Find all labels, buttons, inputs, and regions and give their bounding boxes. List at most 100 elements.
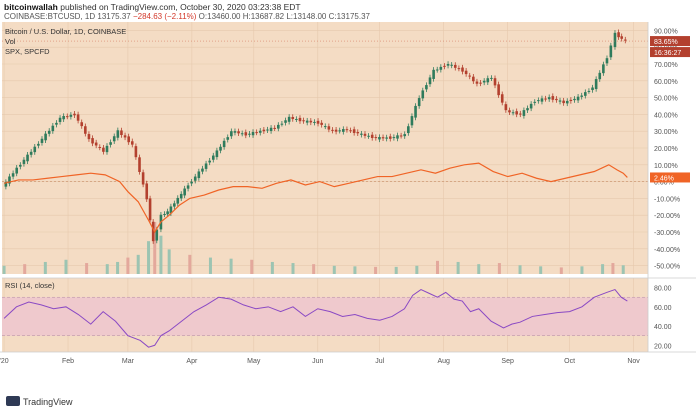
candle (173, 203, 176, 207)
spx-legend: SPX, SPCFD (5, 47, 50, 56)
y-tick-label: 50.00% (654, 96, 678, 103)
candle (381, 137, 385, 139)
candle (302, 120, 305, 122)
candle (145, 183, 149, 200)
candle (417, 98, 421, 107)
candle (425, 85, 428, 90)
spx-label: 2.46% (654, 175, 674, 182)
x-tick-label: '20 (0, 358, 9, 365)
candle (349, 130, 352, 132)
candle (29, 151, 33, 155)
candle (201, 168, 204, 172)
rsi-tick-label: 40.00 (654, 324, 672, 331)
candle (323, 126, 327, 128)
y-tick-label: -10.00% (654, 196, 680, 203)
candle (316, 120, 320, 124)
volume-bar (270, 261, 274, 274)
candle (620, 36, 623, 39)
candle (500, 94, 504, 103)
candle (233, 131, 237, 133)
tradingview-logo[interactable]: TradingView (6, 396, 73, 407)
candle (396, 135, 399, 139)
candle (248, 133, 251, 135)
chart-title: Bitcoin / U.S. Dollar, 1D, COINBASE (5, 27, 126, 36)
candle (127, 136, 130, 143)
candle (130, 141, 134, 145)
publisher-name[interactable]: bitcoinwallah (4, 2, 58, 12)
candle (565, 100, 569, 104)
candle (37, 143, 40, 146)
candle (109, 142, 112, 145)
candle (284, 120, 287, 123)
snapshot-header: bitcoinwallah published on TradingView.c… (0, 0, 696, 22)
y-tick-label: 30.00% (654, 129, 678, 136)
price-label: 83.65% (654, 39, 678, 46)
candle (529, 103, 533, 109)
candle (197, 171, 201, 179)
candle (266, 129, 269, 131)
candle (186, 185, 190, 189)
x-tick-label: Sep (501, 358, 514, 365)
symbol-label: COINBASE:BTCUSD, 1D (4, 12, 96, 21)
candle (594, 79, 598, 90)
candle (522, 110, 526, 116)
candle (166, 211, 169, 215)
price-chart[interactable]: 90.00%80.00%70.00%60.00%50.00%40.00%30.0… (0, 22, 696, 384)
volume-bar (64, 259, 68, 274)
candle (457, 68, 461, 70)
x-tick-label: Oct (564, 358, 575, 365)
candle (540, 98, 544, 102)
candle (120, 130, 123, 136)
candle (134, 146, 138, 158)
candle (587, 90, 591, 92)
candle (378, 137, 381, 140)
candle (446, 64, 450, 66)
candle (190, 181, 193, 184)
candle (33, 146, 37, 153)
candle (26, 154, 29, 162)
candle (112, 136, 116, 142)
candle (84, 126, 87, 134)
candle (547, 97, 551, 100)
volume-bar (126, 257, 130, 274)
candle (309, 120, 313, 123)
candle (73, 113, 76, 116)
candle (407, 126, 410, 134)
x-tick-label: Mar (122, 358, 135, 365)
candle (69, 114, 73, 117)
volume-bar (2, 265, 6, 274)
candle (602, 64, 605, 74)
candle (298, 117, 302, 122)
candle (403, 134, 407, 137)
ohlc-bar: COINBASE:BTCUSD, 1D 13175.37 −284.63 (−2… (4, 12, 370, 21)
candle (385, 137, 388, 139)
candle (399, 135, 403, 137)
candle (305, 120, 309, 123)
candle (91, 138, 94, 144)
rsi-tick-label: 20.00 (654, 343, 672, 350)
candle (453, 64, 457, 68)
candle (613, 32, 617, 48)
volume-bar (136, 254, 140, 274)
candle (22, 159, 26, 164)
candle (287, 116, 291, 122)
volume-bar (23, 264, 27, 274)
x-tick-label: Nov (627, 358, 640, 365)
candle (47, 130, 51, 134)
rsi-tick-label: 60.00 (654, 305, 672, 312)
candle (439, 66, 443, 70)
candle (151, 221, 155, 242)
candle (313, 121, 316, 123)
candle (226, 137, 230, 140)
candle (345, 129, 349, 131)
candle (482, 80, 486, 83)
publish-date: published on TradingView.com, October 30… (60, 2, 301, 12)
volume-bar (291, 263, 295, 274)
volume-bar (456, 261, 460, 274)
volume-bar (105, 264, 109, 274)
countdown-label: 16:36:27 (654, 50, 681, 57)
candle (163, 213, 166, 215)
volume-bar (435, 260, 439, 274)
candle (475, 81, 479, 84)
snapshot-footer (0, 384, 696, 412)
